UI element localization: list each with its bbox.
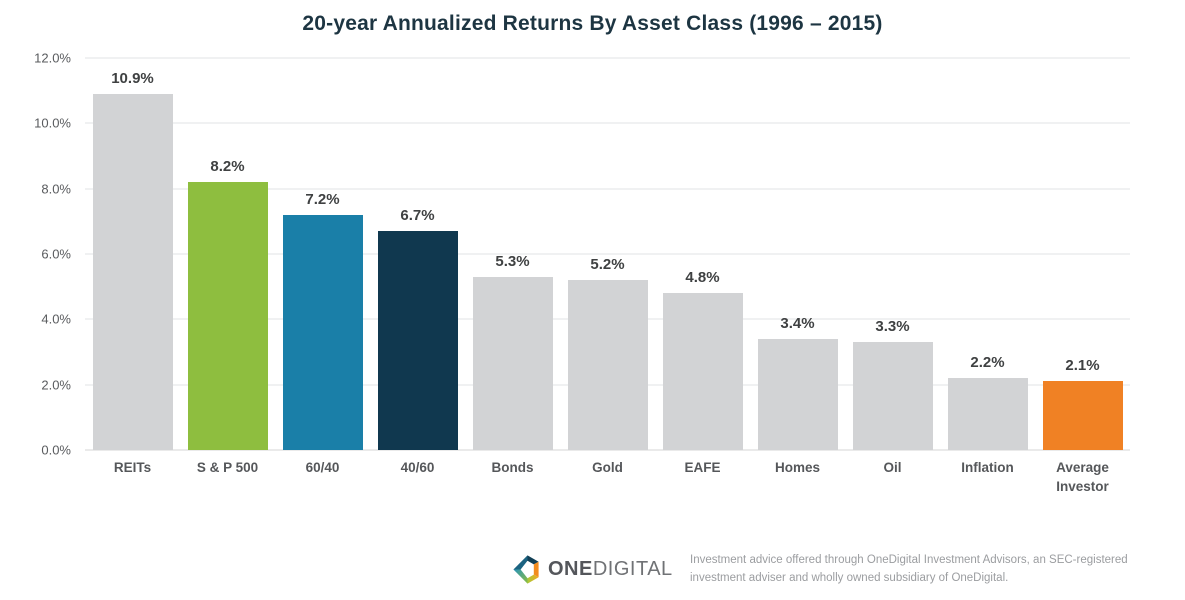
gridline xyxy=(85,57,1130,59)
bar-inflation xyxy=(947,378,1028,450)
bar-value-label: 7.2% xyxy=(305,190,340,208)
gridline xyxy=(85,449,1130,451)
x-axis: REITs S & P 500 60/40 40/60 Bonds Gold EAFE Hom… xyxy=(85,459,1130,497)
x-axis-label: 40/60 xyxy=(400,460,435,475)
bar-gold xyxy=(567,280,648,450)
bar-average-investor xyxy=(1042,381,1123,450)
bar-value-label: 10.9% xyxy=(111,69,154,87)
x-axis-label: Bonds xyxy=(491,460,534,475)
gridline xyxy=(85,253,1130,255)
x-axis-label: Inflation xyxy=(961,460,1014,475)
bar-value-label: 5.2% xyxy=(590,256,625,274)
bar-value-label: 8.2% xyxy=(210,158,245,176)
onedigital-logo: ONEDIGITAL xyxy=(511,553,673,586)
x-axis-label: EAFE xyxy=(684,460,721,475)
bar-value-label: 5.3% xyxy=(495,252,530,270)
x-axis-label: Average Investor xyxy=(1056,460,1109,494)
y-axis-tick-label: 10.0% xyxy=(34,115,71,131)
gridline xyxy=(85,122,1130,124)
bar-60-40 xyxy=(282,214,363,450)
y-axis-tick-label: 8.0% xyxy=(41,181,71,197)
bar-value-label: 6.7% xyxy=(400,207,435,225)
bar-value-label: 2.1% xyxy=(1065,357,1100,375)
x-axis-label: S & P 500 xyxy=(196,460,259,475)
bar-s-p-500 xyxy=(187,182,268,450)
bar-cell: 5.3% xyxy=(465,58,560,450)
bar-homes xyxy=(757,338,838,450)
y-axis-tick-label: 0.0% xyxy=(41,442,71,458)
bar-value-label: 3.3% xyxy=(875,318,910,336)
bar-cell: 3.3% xyxy=(845,58,940,450)
plot-area: 10.9% 8.2% 7.2% 6.7% 5.3% 5.2% 4.8% 3.4% 3.3% 2.2… xyxy=(85,57,1130,451)
x-axis-label: Oil xyxy=(883,460,902,475)
bar-cell: 8.2% xyxy=(180,58,275,450)
bar-value-label: 4.8% xyxy=(685,269,720,287)
bars-row: 10.9% 8.2% 7.2% 6.7% 5.3% 5.2% 4.8% 3.4% 3.3% 2.2… xyxy=(85,58,1130,450)
x-axis-label: REITs xyxy=(113,460,152,475)
bar-cell: 6.7% xyxy=(370,58,465,450)
bar-cell: 10.9% xyxy=(85,58,180,450)
bar-value-label: 3.4% xyxy=(780,314,815,332)
bar-cell: 4.8% xyxy=(655,58,750,450)
bar-cell: 2.1% xyxy=(1035,58,1130,450)
bar-cell: 2.2% xyxy=(940,58,1035,450)
y-axis: 0.0% 2.0% 4.0% 6.0% 8.0% 10.0% 12.0% xyxy=(0,51,77,458)
y-axis-tick-label: 12.0% xyxy=(34,50,71,66)
bar-eafe xyxy=(662,293,743,450)
bar-reits xyxy=(92,93,173,450)
y-axis-tick-label: 6.0% xyxy=(41,246,71,262)
x-axis-label: Gold xyxy=(592,460,623,475)
chart-title: 20-year Annualized Returns By Asset Clas… xyxy=(302,12,883,35)
bar-bonds xyxy=(472,276,553,450)
bar-cell: 3.4% xyxy=(750,58,845,450)
onedigital-logo-text: ONEDIGITAL xyxy=(548,558,673,581)
onedigital-logo-icon xyxy=(513,555,539,584)
bar-cell: 5.2% xyxy=(560,58,655,450)
disclaimer-text: Investment advice offered through OneDig… xyxy=(690,554,1128,584)
logo-text-digital: DIGITAL xyxy=(592,558,673,580)
logo-text-one: ONE xyxy=(548,558,593,580)
bar-cell: 7.2% xyxy=(275,58,370,450)
gridline xyxy=(85,188,1130,190)
y-axis-tick-label: 2.0% xyxy=(41,377,71,393)
bar-oil xyxy=(852,342,933,450)
bar-40-60 xyxy=(377,231,458,450)
x-axis-label: 60/40 xyxy=(305,460,340,475)
y-axis-tick-label: 4.0% xyxy=(41,311,71,327)
bar-value-label: 2.2% xyxy=(970,354,1005,372)
x-axis-label: Homes xyxy=(774,460,820,475)
